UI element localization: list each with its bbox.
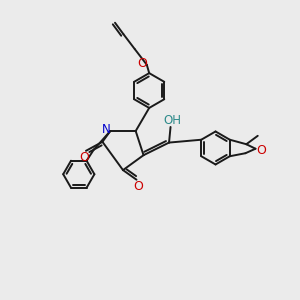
Text: O: O	[134, 180, 143, 193]
Text: O: O	[80, 151, 89, 164]
Text: O: O	[137, 57, 147, 70]
Text: OH: OH	[163, 114, 181, 127]
Text: N: N	[102, 123, 111, 136]
Text: O: O	[256, 144, 266, 157]
